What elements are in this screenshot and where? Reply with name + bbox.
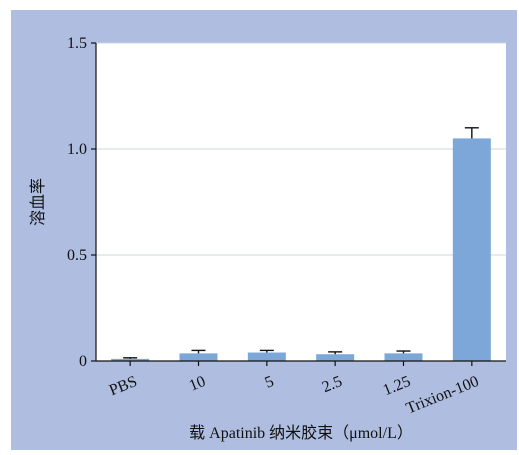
bar bbox=[452, 138, 491, 361]
x-tick-label: 10 bbox=[187, 373, 208, 395]
y-tick-label: 0.5 bbox=[67, 247, 87, 264]
y-tick-label: 1.0 bbox=[67, 141, 87, 158]
y-tick-label: 0 bbox=[79, 353, 87, 370]
x-axis-label: 载 Apatinib 纳米胶束（μmol/L） bbox=[189, 424, 413, 442]
bar bbox=[384, 353, 423, 361]
y-axis-label: 溶血率 bbox=[29, 178, 47, 226]
y-tick-label: 1.5 bbox=[67, 35, 87, 52]
bar bbox=[111, 358, 150, 361]
chart-figure: 0 0.5 1.0 1.5 PBS 10 5 2.5 1.25 Trixion-100 溶血率 … bbox=[11, 10, 517, 450]
x-tick-label: PBS bbox=[107, 373, 140, 399]
x-tick-label: Trixion-100 bbox=[404, 373, 482, 418]
bar bbox=[179, 353, 218, 361]
x-tick-label: 2.5 bbox=[320, 373, 345, 396]
bar bbox=[316, 354, 355, 361]
bar bbox=[247, 352, 286, 361]
x-tick-label: 5 bbox=[263, 373, 277, 392]
plot-area bbox=[96, 43, 506, 361]
x-tick-label: 1.25 bbox=[381, 373, 413, 399]
